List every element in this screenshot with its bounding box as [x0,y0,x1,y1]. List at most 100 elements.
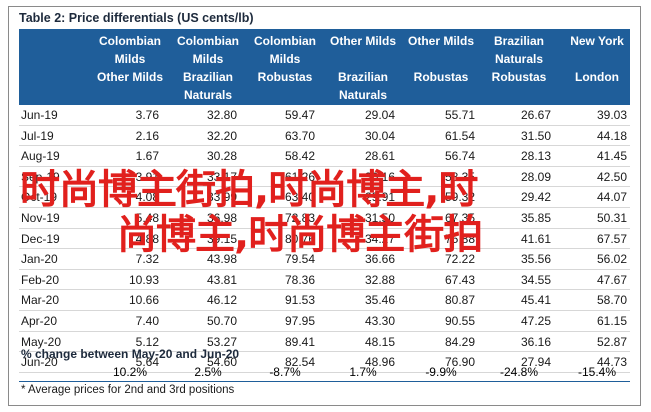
table-row: May-20 5.12 53.27 89.41 48.15 84.29 36.16 52.87 [19,332,630,353]
column-header-line [404,50,478,68]
table-cell: 27.94 [520,355,551,370]
table-cell: 36.98 [206,210,237,225]
table-row: Jun-19 3.76 32.80 59.47 29.04 55.71 26.67 39.03 [19,105,630,126]
table-cell: 67.57 [596,231,627,246]
table-cell: 61.26 [284,169,315,184]
column-header: New York London [560,32,634,108]
table-row: Apr-20 7.40 50.70 97.95 43.30 90.55 47.25 61.15 [19,311,630,332]
column-header: Brazilian Naturals Robustas [482,32,556,108]
pct-change-cell: -9.9% [425,365,457,379]
table-cell: 32.80 [206,108,237,122]
column-header-line: Robustas [257,70,313,84]
table-cell: 35.56 [520,252,551,267]
row-label: Dec-19 [21,231,60,246]
table-cell: 67.43 [444,272,475,287]
column-header-line: Brazilian [493,34,544,48]
column-header-line: Other Milds [329,34,396,48]
table-cell: 78.36 [284,272,315,287]
table-cell: 76.90 [444,355,475,370]
table-header: Colombian Milds Other Milds Colombian Milds B… [19,29,630,105]
row-label: Jun-20 [21,355,58,370]
column-header-line: Milds [192,52,224,66]
table-cell: 75.88 [444,231,475,246]
watermark-line-1: 时尚博主街拍,时尚博主,时 [20,167,478,213]
pct-change-title: % change between May-20 and Jun-20 [21,347,240,361]
column-header-line: Other Milds [96,70,163,84]
table-cell: 58.35 [444,169,475,184]
column-header: Colombian Milds Other Milds [93,32,167,108]
row-label: Sep-19 [21,169,60,184]
table-cell: 63.70 [284,128,315,143]
table-cell: 82.54 [284,355,315,370]
table-cell: 79.54 [284,252,315,267]
row-label: Apr-20 [21,313,58,328]
table-row: Aug-19 1.67 30.28 58.42 28.61 56.74 28.13 41.45 [19,146,630,167]
table-cell: 4.08 [135,190,159,205]
pct-change-cell: 2.5% [194,365,222,379]
table-cell: 45.41 [520,293,551,308]
table-cell: 7.40 [135,313,159,328]
table-cell: 36.16 [520,334,551,349]
column-header-line: Other Milds [407,34,474,48]
table-row: Feb-20 10.93 43.81 78.36 32.88 67.43 34.55 47.6… [19,270,630,291]
row-label: Nov-19 [21,210,60,225]
pct-change-cell: -15.4% [577,365,617,379]
table-cell: 52.87 [596,334,627,349]
column-header-line: Brazilian [182,70,233,84]
column-header-line: Colombian [177,34,239,48]
column-header: Colombian Milds Brazilian Naturals [171,32,245,108]
table-cell: 5.64 [135,355,159,370]
column-header-line: London [575,70,619,84]
column-header-line: Robustas [491,70,547,84]
table-cell: 35.85 [520,210,551,225]
table-row: Sep-19 3.91 33.17 61.26 30.16 58.35 28.09 42.50 [19,167,630,188]
table-cell: 32.88 [364,272,395,287]
table-cell: 39.15 [206,231,237,246]
table-cell: 59.47 [284,108,315,122]
footnote: * Average prices for 2nd and 3rd positio… [21,384,235,396]
column-header-line: Brazilian [337,70,388,84]
row-label: Jan-20 [21,252,58,267]
table-cell: 28.61 [364,149,395,164]
table-cell: 31.50 [520,128,551,143]
table-cell: 59.32 [444,190,475,205]
column-header: Other Milds Brazilian Naturals [326,32,400,108]
table-cell: 67.35 [444,210,475,225]
table-cell: 43.98 [206,252,237,267]
table-row: Oct-19 4.08 33.99 63.40 29.91 59.32 29.42 44.07 [19,187,630,208]
row-label: Jun-19 [21,108,58,122]
table-cell: 33.99 [206,190,237,205]
column-header-line: Naturals [183,88,233,102]
table-cell: 43.81 [206,272,237,287]
column-header-line: Colombian [254,34,316,48]
table-cell: 44.18 [596,128,627,143]
column-header-line: Milds [114,52,146,66]
table-cell: 29.42 [520,190,551,205]
table-cell: 26.67 [520,108,551,122]
table-cell: 7.32 [135,252,159,267]
table-row: Jul-19 2.16 32.20 63.70 30.04 61.54 31.50 44.18 [19,126,630,147]
table-cell: 29.91 [364,190,395,205]
table-cell: 1.67 [135,149,159,164]
table-cell: 10.66 [128,293,159,308]
table-cell: 61.54 [444,128,475,143]
table-cell: 3.76 [135,108,159,122]
pct-change-cell: -8.7% [269,365,301,379]
column-header-line [560,50,634,68]
table-row: Mar-20 10.66 46.12 91.53 35.46 80.87 45.41 58.7… [19,290,630,311]
table-cell: 31.50 [364,210,395,225]
table-cell: 34.27 [364,231,395,246]
table-cell: 30.16 [364,169,395,184]
column-header-line: Milds [269,52,301,66]
column-header-line: New York [570,34,624,48]
table-cell: 33.17 [206,169,237,184]
watermark-line-2: 尚博主,时尚博主街拍 [117,212,483,258]
table-cell: 47.67 [596,272,627,287]
table-row: Jan-20 7.32 43.98 79.54 36.66 72.22 35.56 56.02 [19,249,630,270]
price-differentials-table: Table 2: Price differentials (US cents/l… [8,6,641,406]
table-cell: 61.15 [596,313,627,328]
column-header-line: Colombian [99,34,161,48]
column-header-line: Naturals [494,52,544,66]
table-cell: 89.41 [284,334,315,349]
table-cell: 72.22 [444,252,475,267]
